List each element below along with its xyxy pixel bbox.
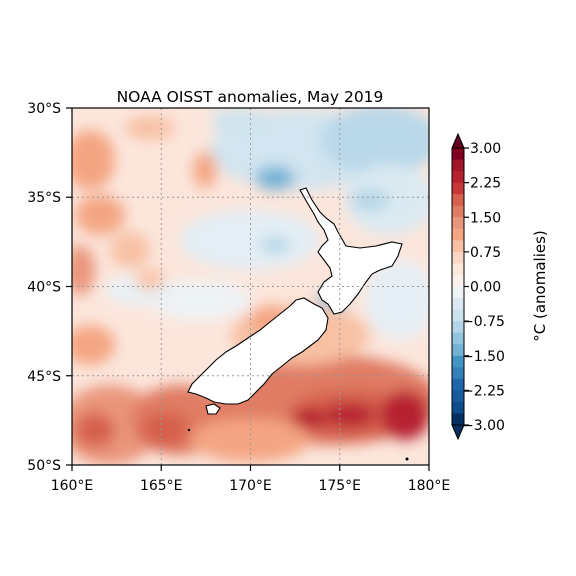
lat-tick-label: 40°S bbox=[27, 280, 61, 296]
axis-ticks bbox=[66, 107, 430, 471]
colorbar-tick-label: −0.75 bbox=[462, 314, 505, 330]
colorbar-segment bbox=[452, 274, 464, 287]
colorbar-tick-label: −2.25 bbox=[462, 383, 505, 399]
lon-tick-label: 170°E bbox=[229, 478, 272, 494]
lat-tick-label: 35°S bbox=[27, 190, 61, 206]
colorbar-segment bbox=[452, 182, 464, 195]
lat-tick-labels: 30°S 35°S 40°S 45°S 50°S bbox=[27, 101, 61, 474]
colorbar-segment bbox=[452, 148, 464, 161]
small-island bbox=[405, 457, 409, 461]
colorbar-segment bbox=[452, 367, 464, 380]
colorbar-extend-high bbox=[451, 132, 465, 149]
map-panel: 160°E 165°E 170°E 175°E 180°E 30°S 35°S … bbox=[27, 101, 450, 494]
colorbar-segment bbox=[452, 228, 464, 241]
colorbar-segment bbox=[452, 413, 464, 426]
lon-tick-label: 165°E bbox=[140, 478, 183, 494]
colorbar-segment bbox=[452, 171, 464, 184]
colorbar-tick-labels: 3.00 2.25 1.50 0.75 0.00 −0.75 −1.50 −2.… bbox=[462, 141, 505, 434]
colorbar-segments bbox=[452, 148, 464, 426]
small-island bbox=[187, 428, 191, 432]
colorbar-segment bbox=[452, 390, 464, 403]
colorbar: 3.00 2.25 1.50 0.75 0.00 −0.75 −1.50 −2.… bbox=[451, 132, 549, 441]
colorbar-segment bbox=[452, 205, 464, 218]
lat-tick-label: 50°S bbox=[27, 458, 61, 474]
colorbar-tick-label: 1.50 bbox=[470, 210, 501, 226]
colorbar-tick-label: 2.25 bbox=[470, 176, 501, 192]
lon-tick-label: 180°E bbox=[408, 478, 451, 494]
colorbar-tick-label: 0.75 bbox=[470, 245, 501, 261]
colorbar-segment bbox=[452, 217, 464, 230]
map-title: NOAA OISST anomalies, May 2019 bbox=[117, 88, 384, 106]
colorbar-segment bbox=[452, 378, 464, 391]
lon-tick-labels: 160°E 165°E 170°E 175°E 180°E bbox=[51, 478, 451, 494]
lat-tick-label: 45°S bbox=[27, 369, 61, 385]
lon-tick-label: 175°E bbox=[318, 478, 361, 494]
colorbar-segment bbox=[452, 240, 464, 253]
stewart-island bbox=[205, 403, 221, 415]
south-island bbox=[187, 297, 329, 405]
colorbar-segment bbox=[452, 321, 464, 334]
colorbar-tick-label: −1.50 bbox=[462, 349, 505, 365]
colorbar-segment bbox=[452, 401, 464, 414]
colorbar-segment bbox=[452, 332, 464, 345]
colorbar-segment bbox=[452, 355, 464, 368]
colorbar-segment bbox=[452, 344, 464, 357]
colorbar-tick-label: 3.00 bbox=[470, 141, 501, 157]
colorbar-ticks bbox=[464, 147, 469, 426]
colorbar-segment bbox=[452, 194, 464, 207]
new-zealand-land bbox=[187, 187, 409, 461]
lon-tick-label: 160°E bbox=[51, 478, 94, 494]
colorbar-tick-label: −3.00 bbox=[462, 418, 505, 434]
colorbar-label: °C (anomalies) bbox=[531, 230, 549, 342]
colorbar-segment bbox=[452, 298, 464, 311]
north-island bbox=[299, 187, 403, 315]
colorbar-segment bbox=[452, 159, 464, 172]
lat-tick-label: 30°S bbox=[27, 101, 61, 117]
colorbar-segment bbox=[452, 286, 464, 299]
colorbar-segment bbox=[452, 251, 464, 264]
colorbar-segment bbox=[452, 263, 464, 276]
anomaly-field bbox=[72, 108, 429, 465]
colorbar-tick-label: 0.00 bbox=[470, 280, 501, 296]
colorbar-segment bbox=[452, 309, 464, 322]
